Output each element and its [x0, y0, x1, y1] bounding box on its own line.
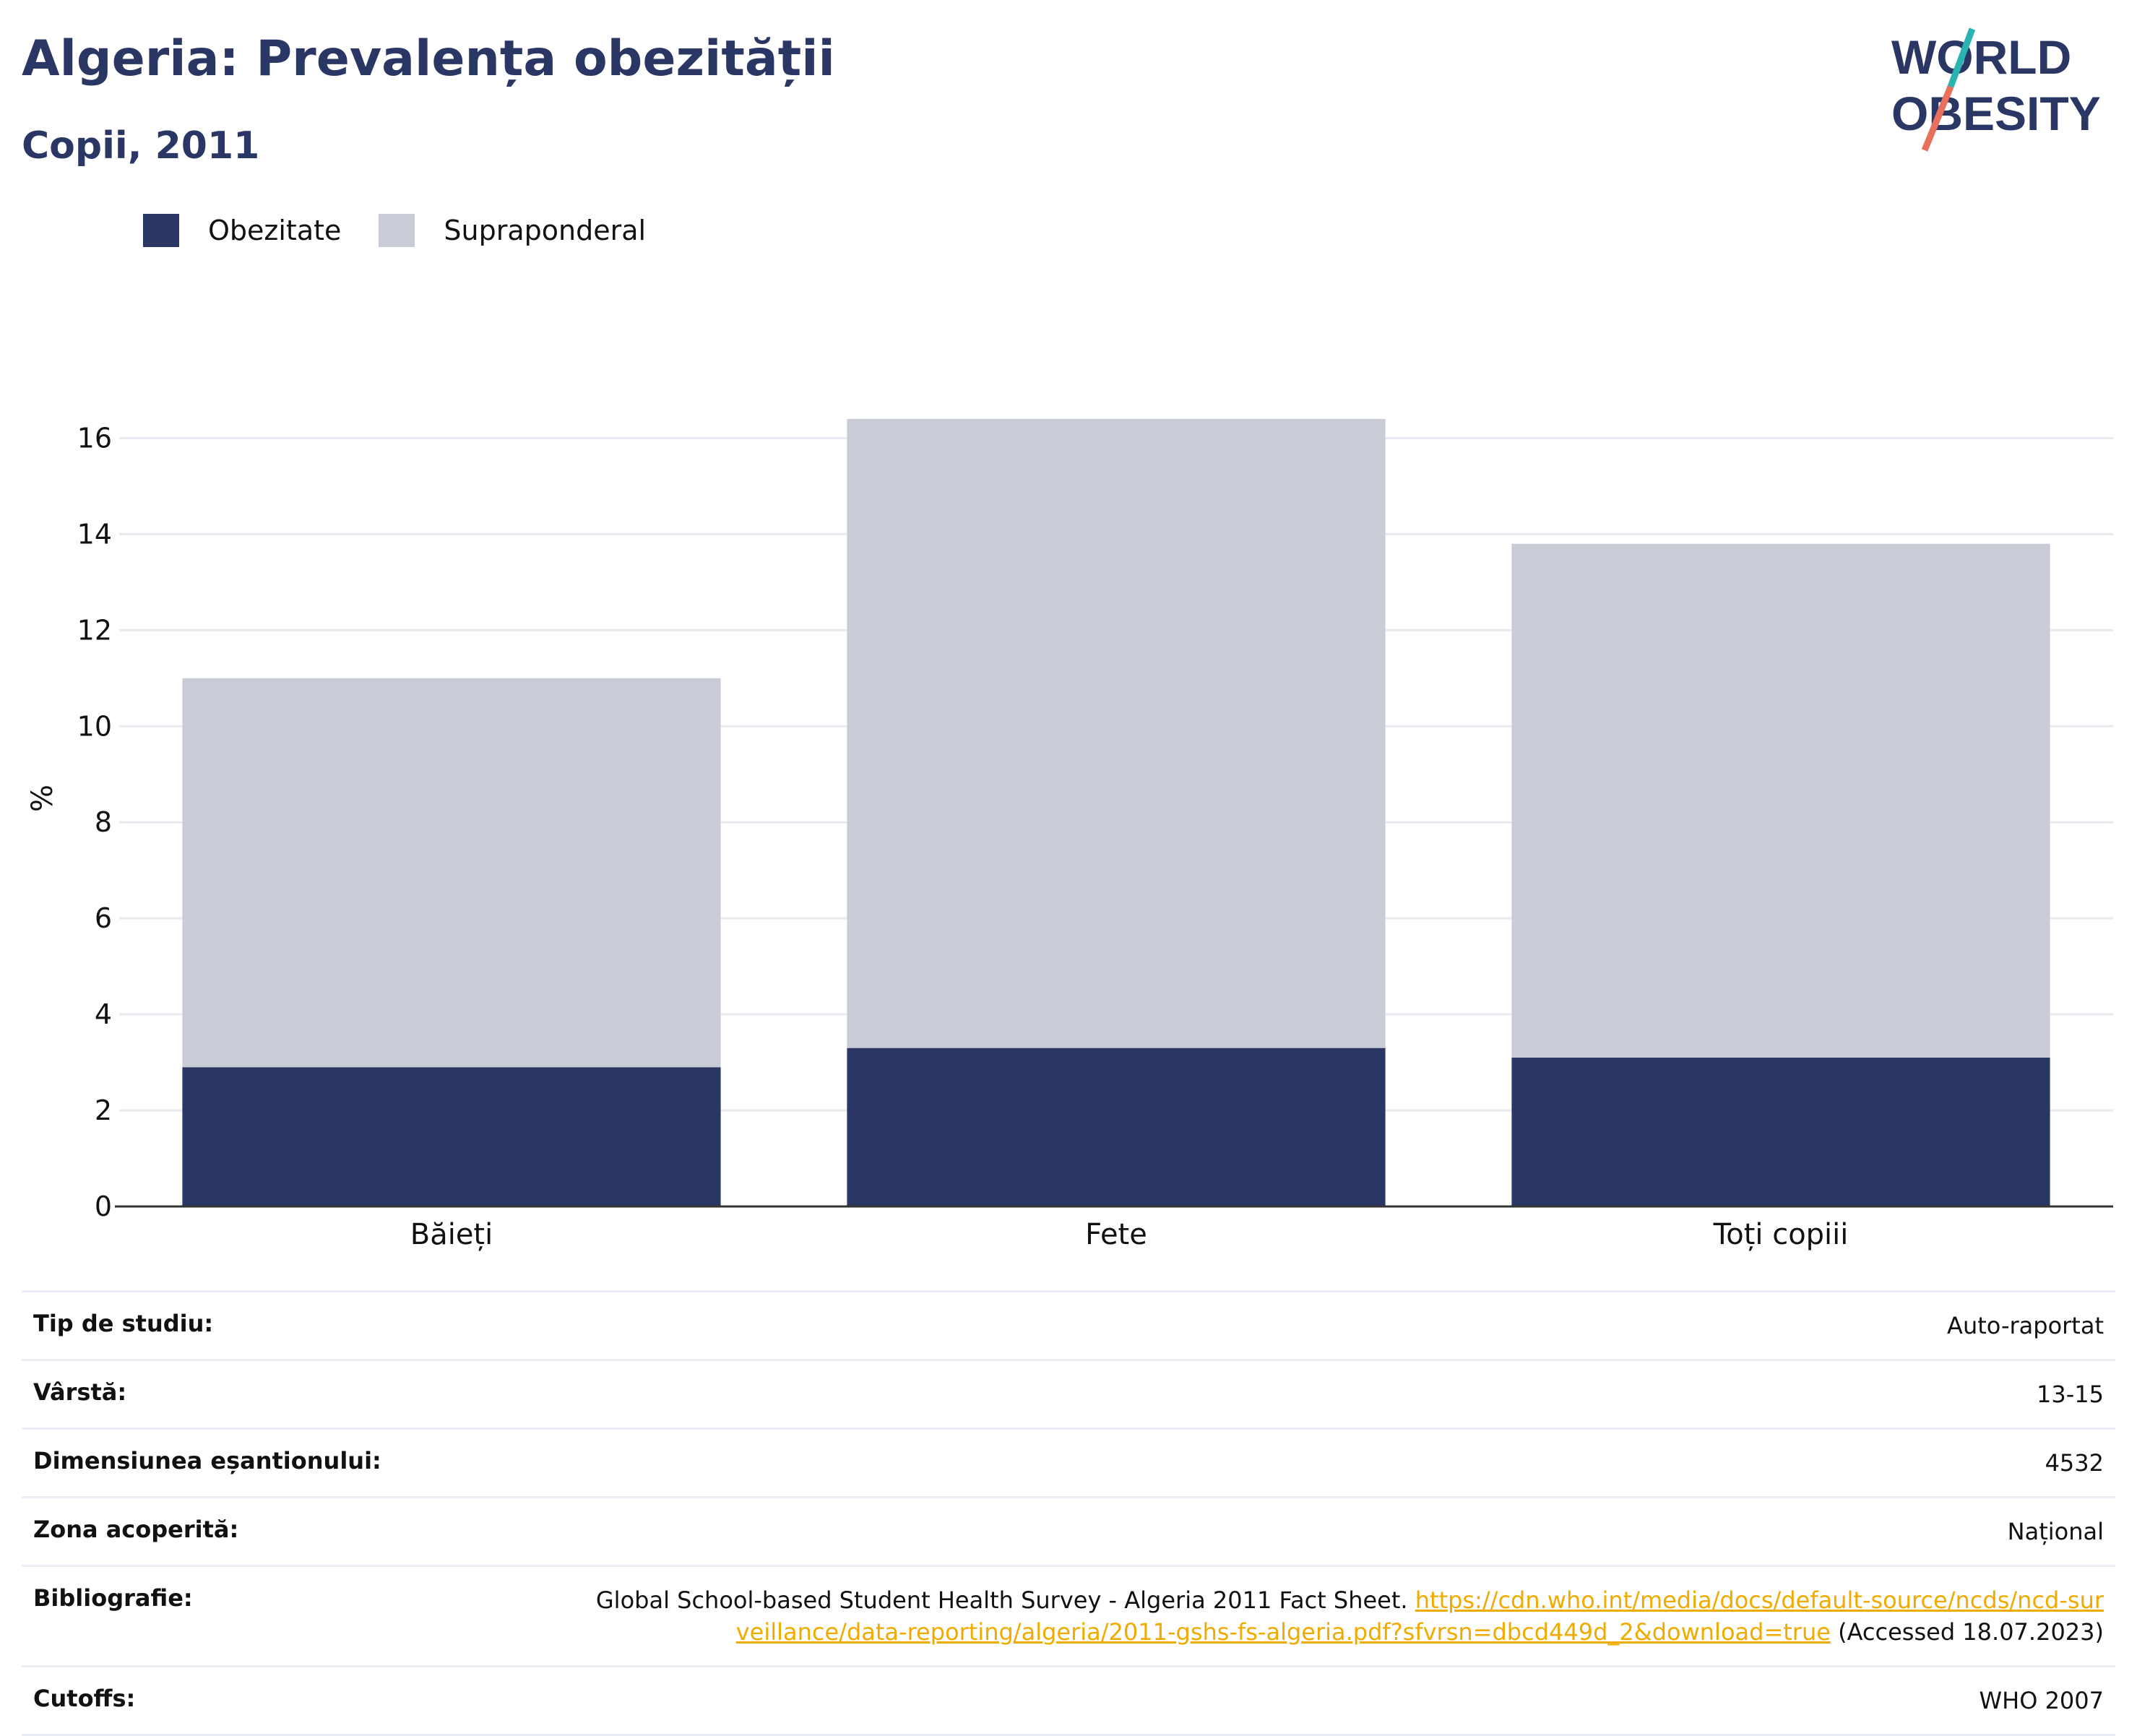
- logo-slash-bottom: [1921, 85, 1954, 152]
- x-tick-label: Băieți: [410, 1218, 493, 1251]
- legend-label-supraponderal: Supraponderal: [444, 215, 647, 246]
- y-tick-label: 8: [95, 806, 112, 838]
- x-tick-label: Toți copiii: [1713, 1218, 1849, 1251]
- info-row-study-type: Tip de studiu: Auto-raportat: [22, 1290, 2115, 1359]
- logo-line1: WORLD: [1891, 30, 2071, 84]
- bar-obezitate[interactable]: [1511, 1057, 2050, 1206]
- logo-slash-top: [1947, 27, 1976, 88]
- legend-swatch-supraponderal: [379, 214, 415, 247]
- y-tick-label: 2: [95, 1094, 112, 1126]
- info-row-age: Vârstă: 13-15: [22, 1359, 2115, 1428]
- bar-supraponderal[interactable]: [182, 678, 721, 1068]
- x-tick-label: Fete: [1085, 1218, 1147, 1251]
- info-label-area: Zona acoperită:: [33, 1516, 239, 1543]
- info-label-bibliography: Bibliografie:: [33, 1584, 193, 1612]
- world-obesity-logo: WORLD OBESITY: [1891, 27, 2101, 152]
- bar-supraponderal[interactable]: [847, 418, 1386, 1048]
- info-label-sample-size: Dimensiunea eșantionului:: [33, 1447, 381, 1474]
- legend-item-supraponderal[interactable]: Supraponderal: [379, 214, 646, 247]
- info-row-bibliography: Bibliografie: Global School-based Studen…: [22, 1565, 2115, 1665]
- info-value-cutoffs: WHO 2007: [1979, 1687, 2104, 1714]
- chart-legend: Obezitate Supraponderal: [143, 214, 683, 247]
- chart-title: Algeria: Prevalența obezității: [22, 30, 835, 87]
- study-info-table: Tip de studiu: Auto-raportat Vârstă: 13-…: [22, 1290, 2115, 1736]
- info-value-area: Național: [2007, 1518, 2104, 1545]
- bibliography-text: Global School-based Student Health Surve…: [595, 1586, 1408, 1614]
- y-tick-label: 6: [95, 902, 112, 934]
- y-tick-label: 14: [77, 518, 112, 550]
- bar-obezitate[interactable]: [182, 1067, 721, 1206]
- legend-item-obezitate[interactable]: Obezitate: [143, 214, 341, 247]
- bar-chart: 0 2 4 6 8 10 12 14 16 Băieți Fete Toți copiii%: [26, 418, 2113, 1251]
- info-value-age: 13-15: [2037, 1381, 2104, 1408]
- info-value-sample-size: 4532: [2045, 1449, 2104, 1477]
- bibliography-link[interactable]: https://cdn.who.int/media/docs/default-s…: [735, 1586, 2104, 1646]
- bars: [182, 418, 2050, 1206]
- axes: 0 2 4 6 8 10 12 14 16 Băieți Fete Toți copiii%: [26, 422, 2113, 1251]
- y-tick-label: 0: [95, 1191, 112, 1222]
- info-label-cutoffs: Cutoffs:: [33, 1685, 136, 1712]
- info-row-sample-size: Dimensiunea eșantionului: 4532: [22, 1428, 2115, 1496]
- bar-supraponderal[interactable]: [1511, 543, 2050, 1058]
- info-row-cutoffs: Cutoffs: WHO 2007: [22, 1665, 2115, 1736]
- y-tick-label: 10: [77, 710, 112, 742]
- info-label-study-type: Tip de studiu:: [33, 1310, 214, 1337]
- bibliography-accessed: (Accessed 18.07.2023): [1838, 1618, 2104, 1646]
- y-tick-label: 4: [95, 998, 112, 1030]
- chart-subtitle: Copii, 2011: [22, 124, 260, 168]
- logo-line2: OBESITY: [1891, 87, 2101, 140]
- y-axis-label: %: [26, 785, 59, 812]
- info-row-area: Zona acoperită: Național: [22, 1496, 2115, 1565]
- y-tick-label: 12: [77, 614, 112, 646]
- info-value-study-type: Auto-raportat: [1947, 1312, 2104, 1339]
- bar-obezitate[interactable]: [847, 1048, 1386, 1206]
- legend-label-obezitate: Obezitate: [208, 215, 342, 246]
- info-label-age: Vârstă:: [33, 1378, 127, 1406]
- legend-swatch-obezitate: [143, 214, 179, 247]
- y-tick-label: 16: [77, 422, 112, 454]
- info-value-bibliography: Global School-based Student Health Surve…: [587, 1584, 2104, 1648]
